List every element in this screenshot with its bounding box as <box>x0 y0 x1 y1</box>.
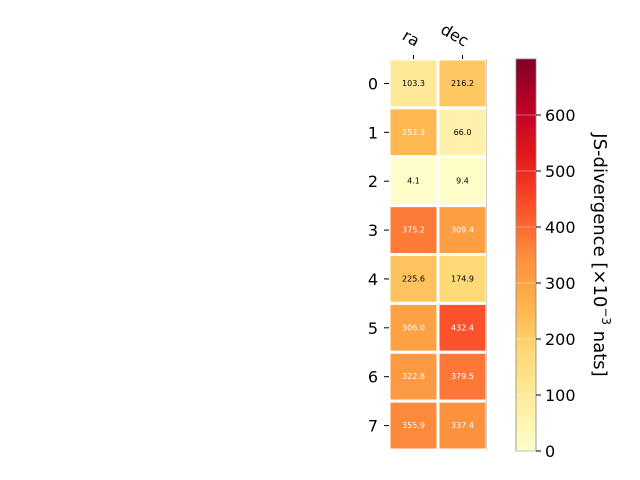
cell-value-label: 66.0 <box>454 128 472 137</box>
cell-value-label: 379.5 <box>451 372 474 381</box>
cell-value-label: 337.4 <box>451 421 474 430</box>
row-label: 0 <box>368 74 378 93</box>
row-label: 3 <box>368 221 378 240</box>
cell-value-label: 322.8 <box>402 372 425 381</box>
row-label: 7 <box>368 417 378 436</box>
colorbar-tick-label: 500 <box>545 162 576 181</box>
heatmap-cell <box>436 204 489 256</box>
colorbar-tick-label: 100 <box>545 386 576 405</box>
colorbar: 0 100 200 300 400 500 600 JS-divergence [×10−3 … <box>515 58 613 461</box>
row-label: 6 <box>368 368 378 387</box>
cell-value-label: 4.1 <box>407 177 420 186</box>
cell-value-label: 375.2 <box>402 226 425 235</box>
cell-value-label: 216.2 <box>451 79 474 88</box>
cell-value-label: 309.4 <box>451 226 474 235</box>
heatmap-cells: 103.3 216.2 252.3 66.0 4.1 9.4 375.2 309.4 225.6… <box>387 57 489 452</box>
colorbar-label: JS-divergence [×10−3 nats] <box>589 132 613 376</box>
cell-value-label: 9.4 <box>456 177 469 186</box>
cell-value-label: 103.3 <box>402 79 425 88</box>
colorbar-gradient <box>515 58 537 452</box>
colorbar-tick-label: 400 <box>545 218 576 237</box>
colorbar-tick-label: 300 <box>545 274 576 293</box>
cell-value-label: 174.9 <box>451 274 474 283</box>
colorbar-tick-label: 200 <box>545 330 576 349</box>
heatmap-cell <box>436 253 489 305</box>
heatmap-cell <box>436 399 489 452</box>
cell-value-label: 432.4 <box>451 323 474 332</box>
row-label: 4 <box>368 270 378 289</box>
colorbar-tick-label: 0 <box>545 442 555 461</box>
row-label: 1 <box>368 123 378 142</box>
colorbar-tick-label: 600 <box>545 106 576 125</box>
column-label-dec: dec <box>438 20 472 51</box>
cell-value-label: 225.6 <box>402 274 425 283</box>
cell-value-label: 306.0 <box>402 323 425 332</box>
cell-value-label: 252.3 <box>402 128 425 137</box>
row-label: 2 <box>368 172 378 191</box>
column-label-ra: ra <box>399 26 423 51</box>
cell-value-label: 355.9 <box>402 421 425 430</box>
row-label: 5 <box>368 319 378 338</box>
